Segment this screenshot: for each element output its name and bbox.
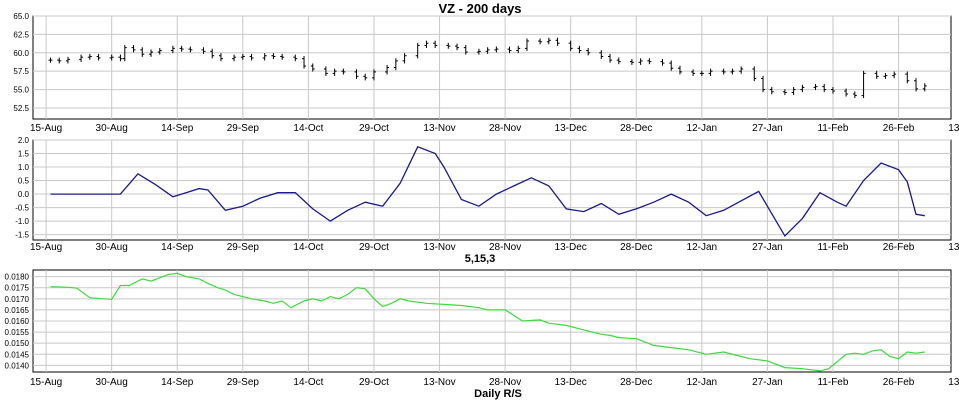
panel-1-ytick-label: -1.5 [15,231,29,240]
panel-2-xtick-label: 12-Jan [687,377,718,388]
panel-1-ytick-label: 2.0 [18,136,30,145]
panel-1-xtick-label: 28-Dec [620,242,652,253]
panel-2-ytick-label: 0.0150 [5,339,30,348]
panel-1-xtick-label: 30-Aug [96,242,128,253]
panel-1-xtick-label: 15-Aug [30,242,62,253]
chart-title-rs: Daily R/S [474,388,522,400]
panel-0-xtick-label: 15-Aug [30,123,62,134]
panel-0-xtick-label: 13-Dec [555,123,587,134]
panel-1-xtick-label: 12-Jan [687,242,718,253]
panel-2-xtick-label: 29-Oct [359,377,389,388]
panel-0-ytick-label: 60.0 [13,49,29,58]
panel-2-xtick-label: 28-Dec [620,377,652,388]
panel-0-xtick-label: 14-Sep [161,123,194,134]
panel-0-xtick-label: 28-Dec [620,123,652,134]
panel-2-xtick-label: 15-Aug [30,377,62,388]
panel-0-ytick-label: 62.5 [13,30,29,39]
panel-0-xtick-label: 29-Oct [359,123,389,134]
panel-1-xtick-label: 29-Oct [359,242,389,253]
panel-2-xtick-label: 28-Nov [489,377,521,388]
panel-0-xtick-label: 30-Aug [96,123,128,134]
panel-1-xtick-label: 14-Oct [293,242,323,253]
panel-0-xtick-label: 12-Jan [687,123,718,134]
panel-0-xtick-label: 29-Sep [227,123,260,134]
panel-1-xtick-label: 29-Sep [227,242,260,253]
panel-1-ytick-label: 0.0 [18,190,30,199]
panel-2-xtick-label: 14-Oct [293,377,323,388]
panel-1-ytick-label: 1.0 [18,163,30,172]
panel-1-xtick-label: 26-Feb [883,242,915,253]
panel-0-xtick-label: 26-Feb [883,123,915,134]
panel-2-ytick-label: 0.0145 [5,350,30,359]
panel-0-xtick-label: 27-Jan [752,123,783,134]
chart-title-oscillator: 5,15,3 [465,253,496,265]
panel-2-series-line [50,272,925,372]
panel-2-ytick-label: 0.0165 [5,306,30,315]
panel-0-ytick-label: 57.5 [13,67,29,76]
panel-1-xtick-label: 27-Jan [752,242,783,253]
panel-2-xtick-label: 29-Sep [227,377,260,388]
panel-2-ytick-label: 0.0180 [5,273,30,282]
panel-1-xtick-label: 13-Dec [555,242,587,253]
panel-1-ytick-label: -1.0 [15,217,29,226]
panel-1-ytick-label: 0.5 [18,177,30,186]
panel-0-frame [32,15,952,120]
panel-2-ytick-label: 0.0155 [5,328,30,337]
panel-1-frame [32,139,952,241]
panel-0-ytick-label: 65.0 [13,12,29,21]
panel-2-ytick-label: 0.0160 [5,317,30,326]
panel-0-xtick-label: 28-Nov [489,123,521,134]
panel-1-ytick-label: -0.5 [15,204,29,213]
panel-2-xtick-label: 14-Sep [161,377,194,388]
panel-2-xtick-label: 26-Feb [883,377,915,388]
panel-0-xtick-label: 13-Nov [423,123,455,134]
panel-2-xtick-label: 13-Nov [423,377,455,388]
panel-2-xtick-label: 13-Dec [555,377,587,388]
panel-1-ytick-label: 1.5 [18,150,30,159]
chart-title-price: VZ - 200 days [438,1,521,16]
panel-1-xtick-label: 13-Nov [423,242,455,253]
panel-2-xtick-label: 27-Jan [752,377,783,388]
panel-1-xtick-label: 28-Nov [489,242,521,253]
panel-2-ytick-label: 0.0170 [5,295,30,304]
panel-0-xtick-label: 13-Mar [948,123,959,134]
panel-1-series-line [50,145,925,237]
panel-2-xtick-label: 11-Feb [817,377,848,388]
panel-2-ytick-label: 0.0175 [5,284,30,293]
panel-2-xtick-label: 13-Mar [948,377,959,388]
panel-1-xtick-label: 11-Feb [817,242,848,253]
panel-1-xtick-label: 14-Sep [161,242,194,253]
panel-0-xtick-label: 14-Oct [293,123,323,134]
panel-0-ytick-label: 52.5 [13,104,29,113]
panel-2-ytick-label: 0.0140 [5,361,30,370]
panel-2-xtick-label: 30-Aug [96,377,128,388]
panel-1-xtick-label: 13-Mar [948,242,959,253]
panel-0-xtick-label: 11-Feb [817,123,848,134]
panel-0-ytick-label: 55.0 [13,86,29,95]
